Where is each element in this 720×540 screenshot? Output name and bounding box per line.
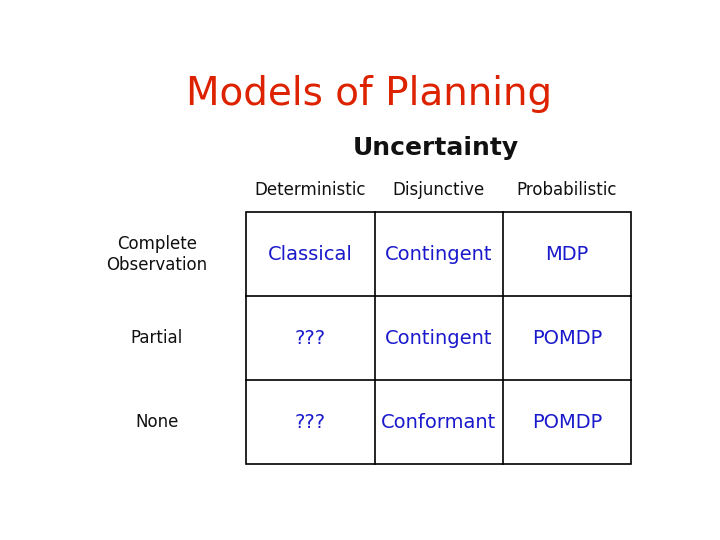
Text: Models of Planning: Models of Planning	[186, 75, 552, 113]
Bar	[246, 212, 631, 464]
Text: Partial: Partial	[131, 329, 183, 347]
Text: Complete
Observation: Complete Observation	[107, 235, 207, 274]
Text: Disjunctive: Disjunctive	[392, 180, 485, 199]
Text: Classical: Classical	[268, 245, 353, 264]
Text: Contingent: Contingent	[385, 245, 492, 264]
Text: ???: ???	[295, 329, 326, 348]
Text: Contingent: Contingent	[385, 329, 492, 348]
Text: Probabilistic: Probabilistic	[517, 180, 617, 199]
Text: Conformant: Conformant	[381, 413, 496, 431]
Text: POMDP: POMDP	[532, 413, 602, 431]
Text: None: None	[135, 413, 179, 431]
Text: ???: ???	[295, 413, 326, 431]
Text: MDP: MDP	[546, 245, 589, 264]
Text: Uncertainty: Uncertainty	[353, 136, 519, 160]
Text: POMDP: POMDP	[532, 329, 602, 348]
Text: Deterministic: Deterministic	[255, 180, 366, 199]
